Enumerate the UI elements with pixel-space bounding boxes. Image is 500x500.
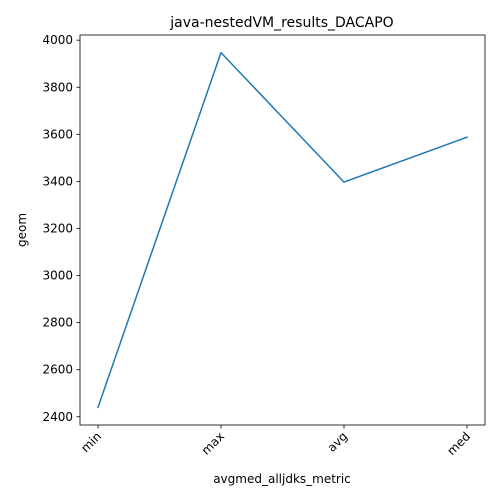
chart-title: java-nestedVM_results_DACAPO: [169, 15, 393, 31]
x-axis-label: avgmed_alljdks_metric: [213, 472, 351, 486]
y-tick-label: 3600: [42, 127, 73, 141]
y-tick-label: 4000: [42, 33, 73, 47]
y-tick-label: 2800: [42, 316, 73, 330]
y-tick-label: 3800: [42, 80, 73, 94]
y-tick-label: 3200: [42, 221, 73, 235]
y-tick-label: 2600: [42, 363, 73, 377]
plot-frame: [79, 34, 486, 426]
y-tick-label: 3400: [42, 174, 73, 188]
y-tick-label: 3000: [42, 269, 73, 283]
series-line: [97, 51, 468, 409]
y-axis-label: geom: [15, 213, 29, 247]
y-axis: 2400 2600 2800 3000 3200 3400 3600 3800 4000: [42, 33, 80, 424]
y-tick-label: 2400: [42, 410, 73, 424]
